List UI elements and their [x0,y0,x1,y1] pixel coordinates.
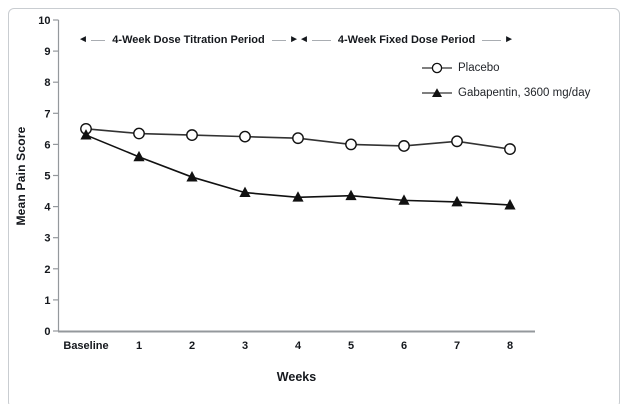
data-point-open-circle [292,132,304,145]
right-arrowhead-icon: ► [504,34,515,45]
figure-border [8,8,620,404]
data-point-filled-triangle [398,194,410,205]
data-point-open-circle [133,127,145,140]
x-tick-label: Baseline [63,340,108,352]
annotation-line [311,39,331,41]
annotation-fixed-period: ◄ 4-Week Fixed Dose Period ► [299,32,514,48]
legend-item-gabapentin: Gabapentin, 3600 mg/day [421,87,590,99]
x-tick-label: 1 [136,340,142,352]
open-circle-marker-icon [422,62,452,74]
data-point-filled-triangle [292,191,304,202]
data-point-filled-triangle [345,189,357,201]
data-point-filled-triangle [133,150,145,162]
left-arrowhead-icon: ◄ [299,34,309,45]
y-tick-label: 8 [44,77,50,89]
data-point-open-circle [504,143,516,155]
annotation-line [482,39,502,41]
legend-label-gabapentin: Gabapentin, 3600 mg/day [458,87,591,99]
data-point-open-circle [345,138,357,151]
legend-item-placebo: Placebo [421,62,590,74]
y-tick-label: 4 [44,202,51,214]
filled-triangle-marker-icon [422,88,452,97]
y-tick-label: 7 [44,108,50,120]
data-point-filled-triangle [451,195,463,207]
data-point-filled-triangle [80,129,92,140]
y-axis-title: Mean Pain Score [14,126,28,226]
x-tick-label: 4 [295,340,302,352]
left-arrowhead-icon: ◄ [78,34,88,45]
data-point-open-circle [186,129,198,141]
annotation-line [90,39,106,41]
data-point-filled-triangle [239,186,251,198]
x-tick-label: 3 [242,340,248,352]
y-tick-label: 3 [44,233,50,245]
y-tick-label: 2 [44,264,50,276]
annotation-titration-period: ◄ 4-Week Dose Titration Period ► [78,32,299,48]
y-tick-label: 9 [44,46,50,58]
y-tick-label: 0 [44,326,50,338]
x-tick-label: 8 [507,340,513,352]
y-tick-label: 5 [44,171,50,183]
annotation-line [271,39,287,41]
data-point-open-circle [398,140,410,152]
x-tick-label: 2 [189,340,195,352]
x-tick-label: 7 [454,340,460,352]
right-arrowhead-icon: ► [289,34,300,45]
data-point-open-circle [451,135,463,148]
annotation-fixed-label: 4-Week Fixed Dose Period [337,34,476,46]
x-axis-title: Weeks [276,370,317,384]
data-point-filled-triangle [186,171,198,182]
legend: Placebo Gabapentin, 3600 mg/day [421,62,590,99]
x-tick-label: 5 [348,340,354,352]
y-tick-label: 10 [38,15,50,27]
legend-label-placebo: Placebo [458,62,500,74]
annotation-titration-label: 4-Week Dose Titration Period [112,34,265,46]
data-point-open-circle [239,130,251,143]
data-point-filled-triangle [504,199,516,210]
y-tick-label: 6 [44,139,50,151]
x-tick-label: 6 [401,340,407,352]
y-tick-label: 1 [44,295,50,307]
